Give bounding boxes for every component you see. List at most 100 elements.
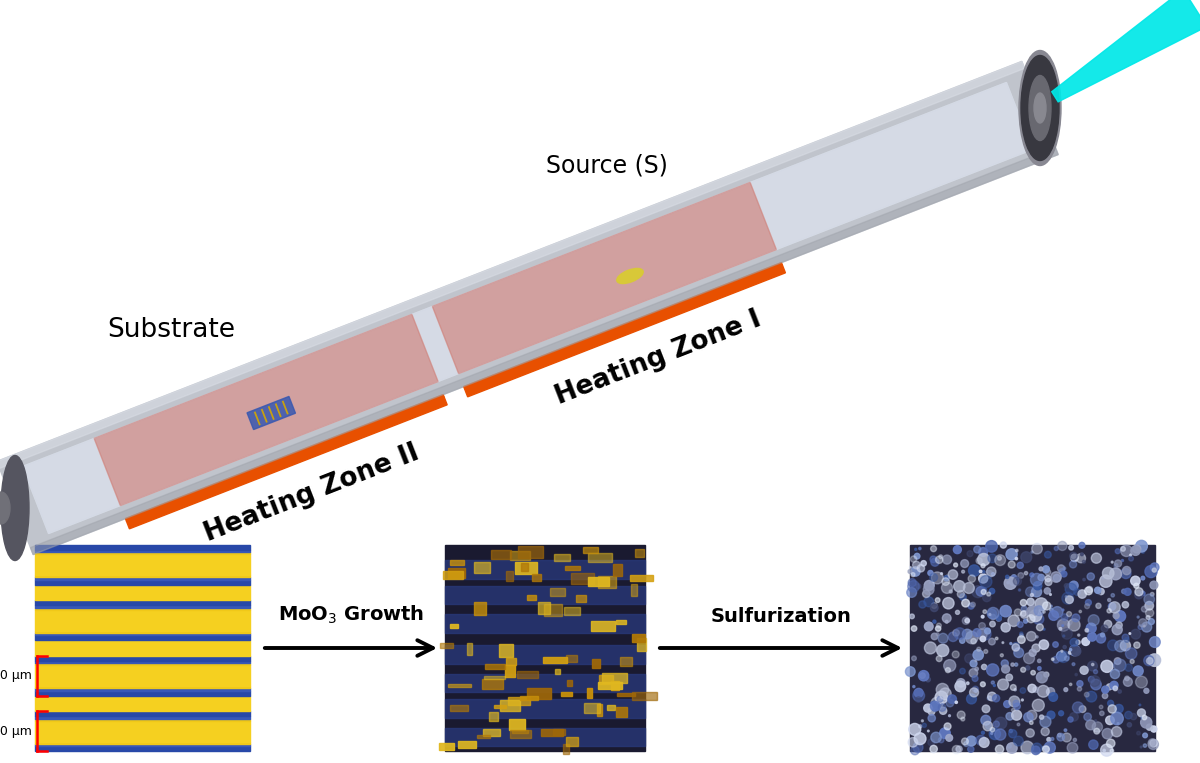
Bar <box>467 643 472 655</box>
Circle shape <box>1091 553 1102 563</box>
Circle shape <box>1014 736 1024 746</box>
Circle shape <box>936 655 942 662</box>
Circle shape <box>925 678 930 682</box>
Circle shape <box>912 562 920 569</box>
Circle shape <box>1018 723 1020 726</box>
Circle shape <box>976 587 985 596</box>
Circle shape <box>953 629 959 636</box>
Circle shape <box>972 686 978 692</box>
Circle shape <box>1134 642 1140 649</box>
Circle shape <box>1114 613 1120 619</box>
Circle shape <box>1063 617 1073 626</box>
Circle shape <box>1121 546 1126 551</box>
Circle shape <box>948 715 950 716</box>
Circle shape <box>1144 655 1154 665</box>
Bar <box>482 679 503 689</box>
Circle shape <box>1078 687 1081 691</box>
Circle shape <box>958 591 965 597</box>
Circle shape <box>1051 738 1054 740</box>
Circle shape <box>1043 746 1045 749</box>
Bar <box>565 566 580 570</box>
Circle shape <box>914 732 926 745</box>
Circle shape <box>930 701 940 711</box>
Circle shape <box>980 564 985 568</box>
Circle shape <box>967 551 973 557</box>
Circle shape <box>1061 613 1068 620</box>
Bar <box>474 603 486 615</box>
Circle shape <box>1057 542 1067 550</box>
Circle shape <box>1141 550 1145 553</box>
Circle shape <box>974 690 977 692</box>
Circle shape <box>1006 674 1013 681</box>
Circle shape <box>1061 571 1067 577</box>
Circle shape <box>965 654 974 663</box>
Polygon shape <box>432 182 776 374</box>
Circle shape <box>1066 583 1076 595</box>
Bar <box>588 553 612 562</box>
Circle shape <box>1139 619 1147 627</box>
Circle shape <box>1080 666 1088 674</box>
Circle shape <box>962 629 972 639</box>
Circle shape <box>968 575 976 582</box>
Circle shape <box>1018 562 1024 568</box>
Circle shape <box>1121 640 1130 651</box>
Circle shape <box>953 546 961 554</box>
Circle shape <box>1020 611 1028 618</box>
Circle shape <box>1015 549 1018 552</box>
Circle shape <box>1052 642 1058 647</box>
Bar <box>515 562 538 575</box>
Circle shape <box>913 685 914 687</box>
Circle shape <box>1063 567 1066 570</box>
Bar <box>445 586 646 604</box>
Circle shape <box>976 736 985 745</box>
Circle shape <box>983 571 985 573</box>
Bar <box>35 575 250 578</box>
Circle shape <box>1001 623 1010 632</box>
Bar <box>910 545 1154 751</box>
Circle shape <box>976 660 977 662</box>
Circle shape <box>1026 632 1036 641</box>
Circle shape <box>1057 651 1069 662</box>
Circle shape <box>907 581 919 592</box>
Circle shape <box>996 617 1001 621</box>
Circle shape <box>1085 587 1092 595</box>
Circle shape <box>1044 672 1049 678</box>
Circle shape <box>938 555 943 559</box>
Circle shape <box>1014 609 1021 616</box>
Circle shape <box>1043 746 1049 752</box>
Bar <box>450 560 463 565</box>
Circle shape <box>1114 564 1118 568</box>
Circle shape <box>976 558 982 564</box>
Circle shape <box>1019 589 1020 591</box>
Circle shape <box>1118 690 1121 694</box>
Circle shape <box>942 555 952 564</box>
Bar <box>490 712 498 720</box>
Circle shape <box>946 668 950 673</box>
Circle shape <box>1034 606 1044 616</box>
Circle shape <box>967 746 974 752</box>
Circle shape <box>986 567 996 576</box>
Circle shape <box>1040 716 1051 727</box>
Circle shape <box>1008 561 1015 568</box>
Circle shape <box>1067 612 1072 617</box>
Circle shape <box>984 649 988 653</box>
Circle shape <box>1021 552 1032 562</box>
Circle shape <box>954 581 965 592</box>
Text: Heating Zone II: Heating Zone II <box>200 439 422 547</box>
Circle shape <box>1025 571 1027 575</box>
Circle shape <box>1129 556 1134 561</box>
Circle shape <box>994 721 1000 727</box>
Circle shape <box>930 701 940 711</box>
Circle shape <box>1087 573 1094 580</box>
Circle shape <box>988 696 991 700</box>
Circle shape <box>919 547 922 549</box>
Circle shape <box>989 638 995 645</box>
Circle shape <box>961 570 965 573</box>
Circle shape <box>1130 713 1136 720</box>
Circle shape <box>996 616 1001 621</box>
Circle shape <box>982 665 986 670</box>
Circle shape <box>1008 615 1019 626</box>
Circle shape <box>998 613 1002 618</box>
Circle shape <box>930 604 938 612</box>
Bar <box>611 681 619 690</box>
